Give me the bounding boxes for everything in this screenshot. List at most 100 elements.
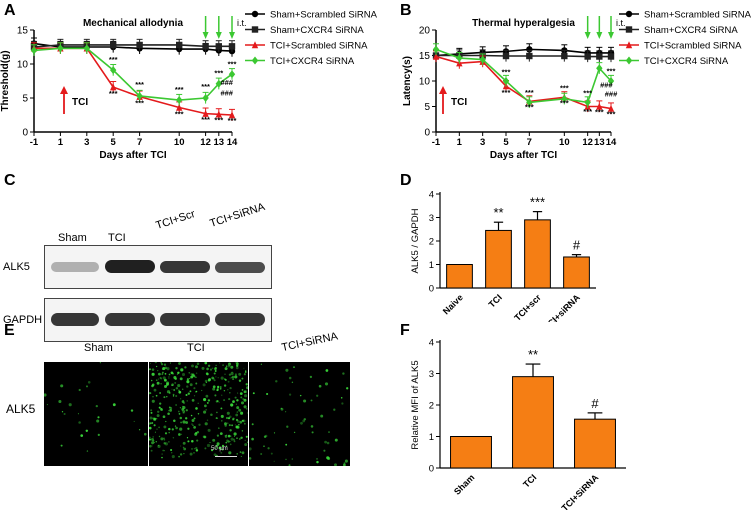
fluorescence-speck bbox=[244, 422, 246, 425]
fluorescence-speck bbox=[323, 449, 326, 452]
fluorescence-speck bbox=[193, 448, 196, 450]
chart-b-xtick-label: 13 bbox=[594, 137, 605, 148]
fluorescence-speck bbox=[249, 447, 252, 451]
fluorescence-speck bbox=[234, 396, 237, 399]
fluorescence-speck bbox=[243, 390, 247, 394]
fluorescence-speck bbox=[238, 372, 242, 376]
fluorescence-speck bbox=[273, 460, 275, 462]
chart-a-tci-label: TCI bbox=[72, 97, 88, 108]
fluorescence-speck bbox=[160, 437, 164, 441]
chart-a-significance-label: *** bbox=[214, 69, 223, 78]
lane-label-tci-sirna: TCI+SiRNA bbox=[208, 200, 267, 230]
fluorescence-speck bbox=[173, 389, 176, 391]
fluorescence-speck bbox=[320, 414, 324, 418]
chart-a-point bbox=[228, 111, 236, 119]
fluorescence-speck bbox=[178, 362, 181, 365]
fluorescence-speck bbox=[238, 424, 240, 426]
fluorescence-speck bbox=[210, 413, 213, 416]
fluorescence-speck bbox=[239, 420, 243, 424]
fluorescence-speck bbox=[195, 407, 198, 410]
fluorescence-speck bbox=[229, 443, 232, 446]
chart-b-significance-label: *** bbox=[583, 88, 592, 97]
fluorescence-speck bbox=[175, 387, 179, 390]
chart-b-tci-label: TCI bbox=[451, 97, 467, 108]
fluorescence-speck bbox=[184, 366, 187, 369]
chart-a-significance-label: *** bbox=[135, 80, 144, 89]
fluorescence-speck bbox=[226, 411, 230, 415]
fluorescence-speck bbox=[190, 373, 193, 376]
chart-b-point bbox=[596, 102, 603, 110]
fluorescence-speck bbox=[154, 431, 156, 433]
fluorescence-speck bbox=[239, 451, 242, 453]
chart-b-point bbox=[502, 77, 510, 85]
micro-image-tci-sirna bbox=[249, 362, 350, 466]
chart-b-legend-entry: Sham+Scrambled SiRNA bbox=[644, 10, 752, 21]
fluorescence-speck bbox=[229, 429, 232, 432]
fluorescence-speck bbox=[225, 416, 229, 420]
fluorescence-speck bbox=[86, 450, 89, 452]
micro-title-tci: TCI bbox=[187, 342, 205, 354]
fluorescence-speck bbox=[186, 437, 189, 439]
panel-letter-f: F bbox=[400, 322, 410, 339]
fluorescence-speck bbox=[260, 453, 263, 455]
fluorescence-speck bbox=[80, 434, 84, 437]
fluorescence-speck bbox=[167, 412, 170, 415]
chart-a-point bbox=[30, 46, 38, 55]
fluorescence-speck bbox=[87, 381, 91, 384]
fluorescence-speck bbox=[215, 417, 218, 420]
fluorescence-speck bbox=[238, 408, 242, 412]
chart-a-injection-arrow-head bbox=[215, 32, 222, 39]
fluorescence-speck bbox=[177, 371, 180, 374]
fluorescence-speck bbox=[95, 404, 98, 408]
fluorescence-speck bbox=[204, 422, 208, 426]
chart-a-point bbox=[110, 66, 117, 75]
fluorescence-speck bbox=[183, 411, 186, 414]
fluorescence-speck bbox=[187, 392, 190, 395]
fluorescence-speck bbox=[230, 372, 234, 376]
fluorescence-speck bbox=[327, 457, 331, 460]
fluorescence-speck bbox=[216, 444, 219, 447]
fluorescence-speck bbox=[212, 438, 216, 442]
fluorescence-speck bbox=[236, 425, 240, 429]
chart-d-significance-label: # bbox=[573, 238, 581, 253]
chart-b-significance-label: *** bbox=[560, 84, 569, 93]
fluorescence-speck bbox=[162, 366, 166, 371]
fluorescence-speck bbox=[240, 396, 242, 398]
fluorescence-speck bbox=[171, 455, 175, 459]
chart-a-legend-entry: TCI+Scrambled SiRNA bbox=[270, 41, 368, 52]
chart-a-significance-label: *** bbox=[214, 115, 223, 124]
scale-bar bbox=[215, 456, 237, 457]
fluorescence-speck bbox=[193, 452, 195, 454]
fluorescence-speck bbox=[236, 399, 239, 402]
fluorescence-speck bbox=[155, 394, 158, 397]
fluorescence-speck bbox=[99, 362, 101, 364]
fluorescence-speck bbox=[150, 379, 153, 382]
fluorescence-speck bbox=[189, 383, 193, 387]
fluorescence-speck bbox=[160, 382, 162, 385]
fluorescence-speck bbox=[165, 420, 167, 423]
chart-d-ytick-label: 3 bbox=[429, 213, 434, 224]
panel-letter-c: C bbox=[4, 172, 16, 189]
fluorescence-speck bbox=[68, 403, 72, 407]
fluorescence-speck bbox=[96, 419, 100, 423]
chart-a-legend-marker bbox=[251, 26, 259, 33]
fluorescence-speck bbox=[291, 458, 294, 460]
fluorescence-speck bbox=[228, 398, 231, 401]
chart-a-point bbox=[110, 83, 117, 91]
chart-b-injection-arrow-head bbox=[608, 32, 614, 39]
fluorescence-speck bbox=[224, 378, 226, 380]
fluorescence-speck bbox=[225, 365, 228, 367]
micro-image-tci: 50 μm bbox=[149, 362, 248, 466]
chart-b-ytick-label: 15 bbox=[419, 51, 431, 62]
chart-b-legend-entry: Sham+CXCR4 SiRNA bbox=[644, 25, 738, 36]
fluorescence-speck bbox=[247, 412, 248, 414]
fluorescence-speck bbox=[224, 373, 226, 375]
chart-b-ytick-label: 0 bbox=[424, 128, 430, 139]
fluorescence-speck bbox=[156, 381, 160, 385]
fluorescence-speck bbox=[226, 434, 228, 436]
fluorescence-speck bbox=[169, 362, 171, 364]
fluorescence-speck bbox=[241, 430, 244, 432]
chart-d-significance-label: *** bbox=[530, 195, 545, 210]
fluorescence-speck bbox=[293, 431, 296, 434]
chart-a-point bbox=[136, 91, 143, 100]
